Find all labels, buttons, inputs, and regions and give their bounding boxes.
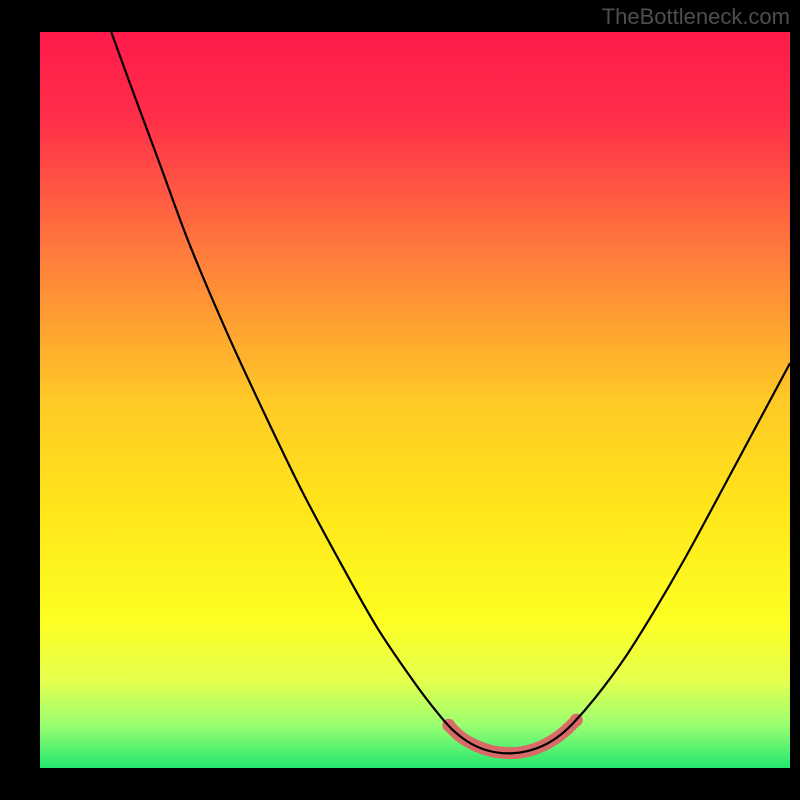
bottleneck-chart — [0, 0, 800, 800]
watermark-text: TheBottleneck.com — [602, 4, 790, 30]
chart-container: TheBottleneck.com — [0, 0, 800, 800]
